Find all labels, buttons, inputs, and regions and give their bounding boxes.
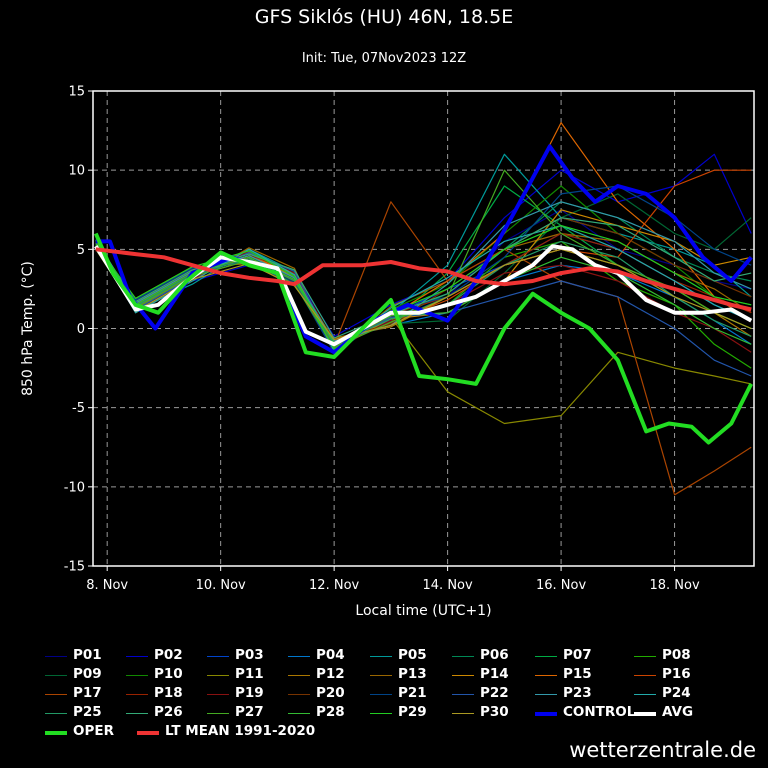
legend-label-p30: P30 [480, 704, 509, 720]
legend-label-p03: P03 [235, 647, 264, 663]
series-line-p28 [95, 248, 752, 345]
legend-swatch-oper [45, 731, 67, 735]
legend-swatch-p05 [370, 656, 392, 658]
legend-label-p24: P24 [662, 685, 691, 701]
legend-label-p13: P13 [398, 666, 427, 682]
legend-label-p12: P12 [316, 666, 345, 682]
legend-swatch-p27 [207, 713, 229, 715]
legend-label-p20: P20 [316, 685, 345, 701]
legend-swatch-p08 [634, 656, 656, 658]
legend-label-p23: P23 [563, 685, 592, 701]
legend-swatch-p01 [45, 656, 67, 658]
legend-swatch-p25 [45, 713, 67, 715]
legend-label-control: CONTROL [563, 704, 636, 720]
legend-swatch-p04 [288, 656, 310, 658]
series-line-control [95, 144, 753, 355]
legend-label-p09: P09 [73, 666, 102, 682]
legend-swatch-p11 [207, 675, 229, 677]
legend-label-p11: P11 [235, 666, 264, 682]
legend-swatch-p28 [288, 713, 310, 715]
chart-title: GFS Siklós (HU) 46N, 18.5E [254, 6, 514, 28]
x-tick-label: 16. Nov [536, 578, 586, 593]
legend-swatch-p03 [207, 656, 229, 658]
legend-label-p01: P01 [73, 647, 102, 663]
legend-label-avg: AVG [662, 704, 694, 720]
legend-label-lt-mean-1991-2020: LT MEAN 1991-2020 [165, 723, 316, 739]
legend-label-p18: P18 [154, 685, 183, 701]
chart-svg: 15 10 5 0 -5 -10 -158. Nov 10. Nov 12. Nov 14. No… [20, 85, 755, 619]
legend-label-p15: P15 [563, 666, 592, 682]
legend-label-p06: P06 [480, 647, 509, 663]
legend-label-p21: P21 [398, 685, 427, 701]
y-axis-label: 850 hPa Temp. (°C) [20, 261, 36, 396]
legend-label-p14: P14 [480, 666, 509, 682]
legend-label-p02: P02 [154, 647, 183, 663]
legend-swatch-p10 [126, 675, 148, 677]
series-line-p05 [95, 153, 752, 349]
legend-swatch-lt-mean-1991-2020 [137, 731, 159, 735]
x-axis-label: Local time (UTC+1) [355, 603, 491, 619]
legend-swatch-p22 [452, 694, 474, 696]
legend-label-p10: P10 [154, 666, 183, 682]
x-tick-label: 10. Nov [196, 578, 246, 593]
legend-label-p22: P22 [480, 685, 509, 701]
legend-label-p04: P04 [316, 647, 345, 663]
legend-swatch-p26 [126, 713, 148, 715]
legend-label-p26: P26 [154, 704, 183, 720]
y-tick-label: 0 [77, 322, 85, 337]
legend-swatch-p21 [370, 694, 392, 696]
legend-swatch-p06 [452, 656, 474, 658]
legend-label-p25: P25 [73, 704, 102, 720]
legend-swatch-p30 [452, 713, 474, 715]
legend-swatch-p12 [288, 675, 310, 677]
y-tick-label: 10 [68, 164, 85, 179]
legend-label-p08: P08 [662, 647, 691, 663]
series-line-oper [93, 232, 753, 445]
legend-swatch-p13 [370, 675, 392, 677]
y-tick-label: -10 [64, 480, 85, 495]
legend-swatch-p19 [207, 694, 229, 696]
x-tick-label: 8. Nov [86, 578, 128, 593]
legend-swatch-p16 [634, 675, 656, 677]
legend-swatch-p20 [288, 694, 310, 696]
legend-swatch-p17 [45, 694, 67, 696]
legend-swatch-p18 [126, 694, 148, 696]
credit-text: wetterzentrale.de [569, 738, 756, 762]
y-tick-label: 15 [68, 85, 85, 100]
legend-label-p19: P19 [235, 685, 264, 701]
legend-swatch-p29 [370, 713, 392, 715]
legend-label-p29: P29 [398, 704, 427, 720]
series-line-lt-mean-1991-2020 [95, 247, 752, 312]
legend-swatch-control [535, 712, 557, 716]
y-tick-label: -5 [72, 401, 85, 416]
legend-swatch-p14 [452, 675, 474, 677]
legend-label-p07: P07 [563, 647, 592, 663]
x-tick-label: 14. Nov [423, 578, 473, 593]
chart-subtitle: Init: Tue, 07Nov2023 12Z [301, 51, 467, 66]
legend-swatch-p23 [535, 694, 557, 696]
legend-swatch-p02 [126, 656, 148, 658]
y-tick-label: -15 [64, 560, 85, 575]
legend-swatch-p09 [45, 675, 67, 677]
legend-label-oper: OPER [73, 723, 114, 739]
y-tick-label: 5 [77, 243, 85, 258]
legend-label-p05: P05 [398, 647, 427, 663]
legend-label-p16: P16 [662, 666, 691, 682]
legend-swatch-p07 [535, 656, 557, 658]
x-tick-label: 12. Nov [309, 578, 359, 593]
legend-swatch-avg [634, 712, 656, 716]
series-line-p24 [95, 225, 752, 352]
x-tick-label: 18. Nov [649, 578, 699, 593]
legend-label-p28: P28 [316, 704, 345, 720]
legend-label-p17: P17 [73, 685, 102, 701]
legend-swatch-p24 [634, 694, 656, 696]
legend-label-p27: P27 [235, 704, 264, 720]
legend-swatch-p15 [535, 675, 557, 677]
series-line-p29 [95, 225, 752, 350]
